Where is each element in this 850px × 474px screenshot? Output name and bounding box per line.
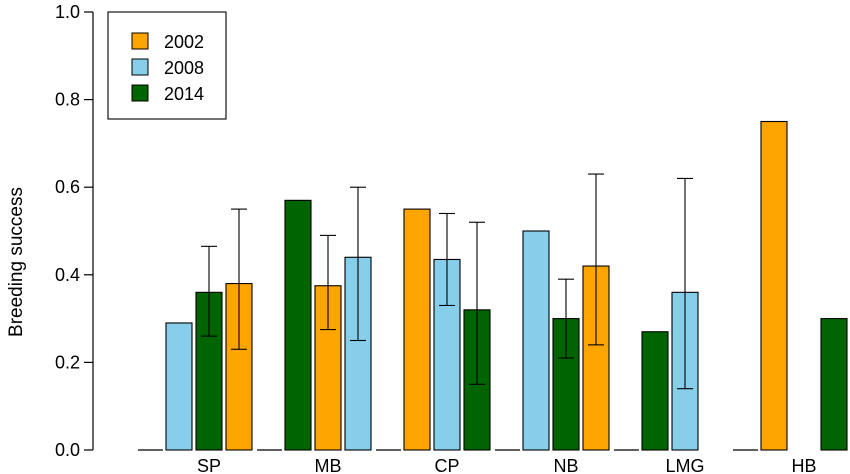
legend-label: 2014: [164, 84, 204, 104]
category-label: NB: [553, 456, 578, 474]
bar-hb-2002: [760, 120, 788, 451]
y-tick-label: 1.0: [55, 2, 80, 22]
category-labels: SP MB CP NB LMG HB: [138, 449, 817, 474]
bar-cp-2002: [403, 208, 431, 451]
category-label: CP: [434, 456, 459, 474]
category-label: HB: [791, 456, 816, 474]
bar-sp-2008: [165, 322, 193, 451]
y-tick-label: 0.4: [55, 265, 80, 285]
y-axis-title: Breeding success: [6, 187, 27, 337]
y-tick-label: 0.2: [55, 352, 80, 372]
category-label: MB: [315, 456, 342, 474]
legend-label: 2008: [164, 58, 204, 78]
y-tick-label: 0.6: [55, 177, 80, 197]
category-label: LMG: [665, 456, 704, 474]
y-tick-label: 0.8: [55, 90, 80, 110]
y-axis: 0.0 0.2 0.4 0.6 0.8 1.0: [55, 2, 94, 460]
bars: [165, 120, 848, 451]
legend-label: 2002: [164, 32, 204, 52]
bar-nb-2008: [522, 230, 550, 451]
legend-swatch: [131, 84, 149, 102]
legend-box: [107, 11, 227, 120]
legend-swatch: [131, 32, 149, 50]
category-label: SP: [197, 456, 221, 474]
legend: 2002 2008 2014: [107, 11, 227, 120]
bar-hb-2014: [820, 318, 848, 451]
legend-swatch: [131, 58, 149, 76]
bar-lmg-2014: [641, 331, 669, 451]
y-tick-label: 0.0: [55, 440, 80, 460]
bar-mb-2014: [284, 199, 312, 451]
